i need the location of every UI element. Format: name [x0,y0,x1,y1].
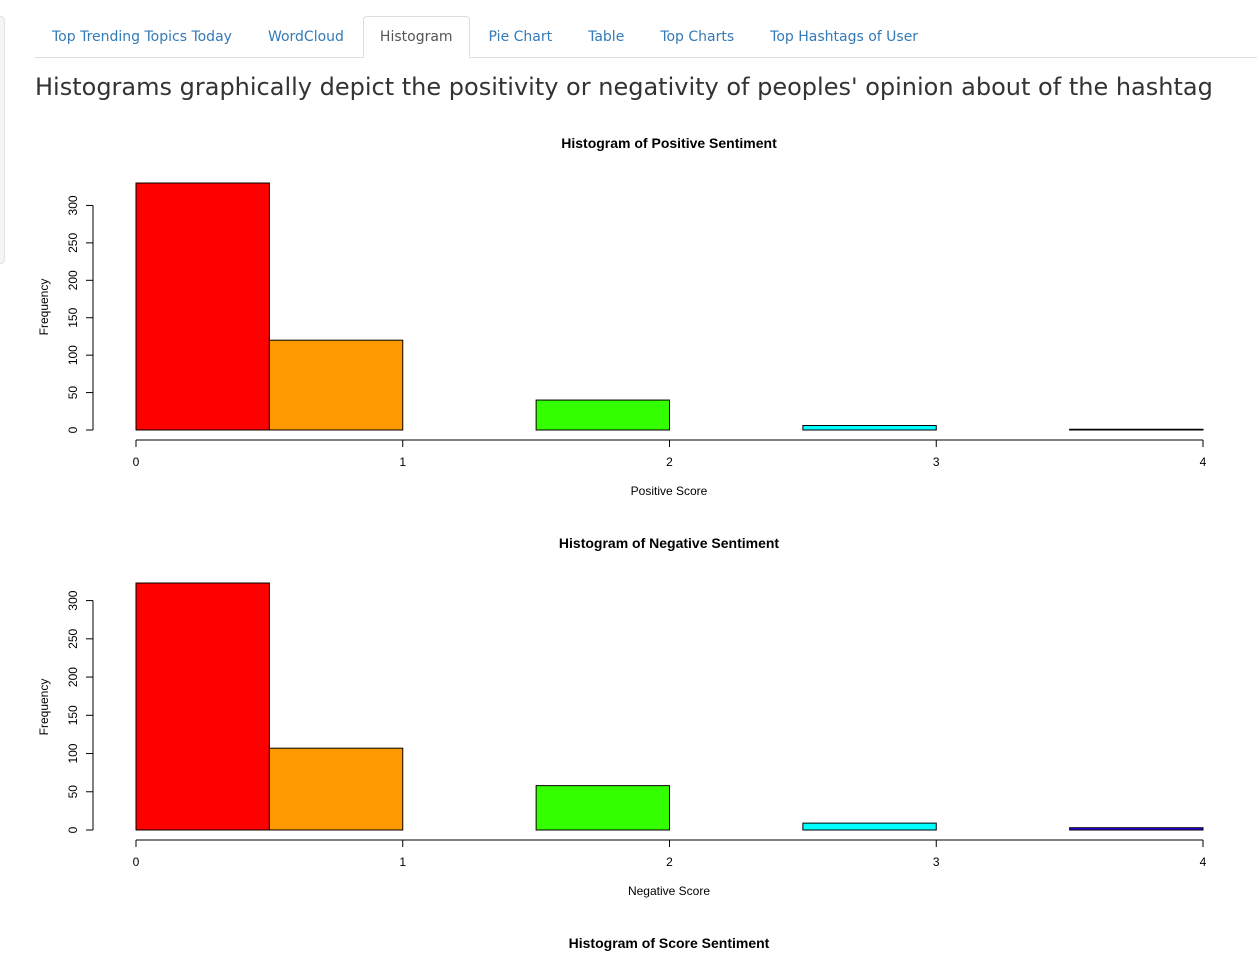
y-tick-label: 200 [66,270,80,290]
x-tick-label: 4 [1200,455,1207,469]
y-tick-label: 300 [66,195,80,215]
histogram-bar [1069,827,1204,831]
y-tick-label: 100 [66,743,80,763]
score-histogram-plot: Histogram of Score Sentiment [0,926,1257,970]
x-tick-label: 3 [933,455,940,469]
tab-pie-chart[interactable]: Pie Chart [488,29,553,45]
histogram-bar [135,582,270,831]
x-tick-label: 4 [1200,855,1207,869]
tab-bar: Top Trending Topics Today WordCloud Hist… [35,16,1257,58]
y-tick-label: 250 [66,233,80,253]
x-axis-label: Negative Score [628,884,710,898]
y-tick-label: 250 [66,628,80,648]
y-tick-label: 150 [66,705,80,725]
y-axis-label: Frequency [37,679,51,736]
tab-histogram[interactable]: Histogram [362,16,470,58]
histogram-bar [802,822,937,831]
chart-title: Histogram of Positive Sentiment [561,135,777,151]
x-tick-label: 3 [933,855,940,869]
x-tick-label: 1 [399,855,406,869]
tab-top-hashtags-of-user[interactable]: Top Hashtags of User [770,29,919,45]
tab-wordcloud[interactable]: WordCloud [267,29,344,45]
histogram-bar [268,747,404,831]
histogram-bar [802,425,937,431]
y-tick-label: 200 [66,667,80,687]
y-tick-label: 300 [66,590,80,610]
x-tick-label: 2 [666,455,673,469]
chart-title: Histogram of Negative Sentiment [559,535,779,551]
tab-top-trending-topics-today[interactable]: Top Trending Topics Today [52,29,232,45]
positive-histogram-plot: Histogram of Positive Sentiment 0 50 100 150… [0,126,1257,510]
x-tick-label: 0 [133,855,140,869]
positive-histogram-svg: Histogram of Positive Sentiment 0 50 100 150… [37,135,1207,498]
negative-histogram-svg: Histogram of Negative Sentiment 0 50 100 150… [37,535,1207,898]
histogram-bar [535,785,670,831]
score-histogram-svg: Histogram of Score Sentiment [569,935,770,951]
y-tick-label: 0 [66,426,80,433]
x-axis-label: Positive Score [631,484,708,498]
chart-title: Histogram of Score Sentiment [569,935,770,951]
y-tick-label: 50 [66,785,80,799]
y-tick-label: 150 [66,307,80,327]
tab-table[interactable]: Table [588,29,625,45]
page-heading: Histograms graphically depict the positi… [35,73,1213,101]
tab-top-charts[interactable]: Top Charts [660,29,735,45]
negative-histogram-plot: Histogram of Negative Sentiment 0 50 100 150… [0,526,1257,910]
x-tick-label: 1 [399,455,406,469]
y-tick-label: 100 [66,345,80,365]
y-tick-label: 0 [66,826,80,833]
x-tick-label: 0 [133,455,140,469]
y-axis-label: Frequency [37,279,51,336]
y-tick-label: 50 [66,386,80,400]
x-tick-label: 2 [666,855,673,869]
sidebar-panel [0,16,5,264]
histogram-bar [268,339,404,431]
histogram-bar [1069,428,1204,431]
histogram-bar [135,182,270,431]
histogram-bar [535,399,670,431]
